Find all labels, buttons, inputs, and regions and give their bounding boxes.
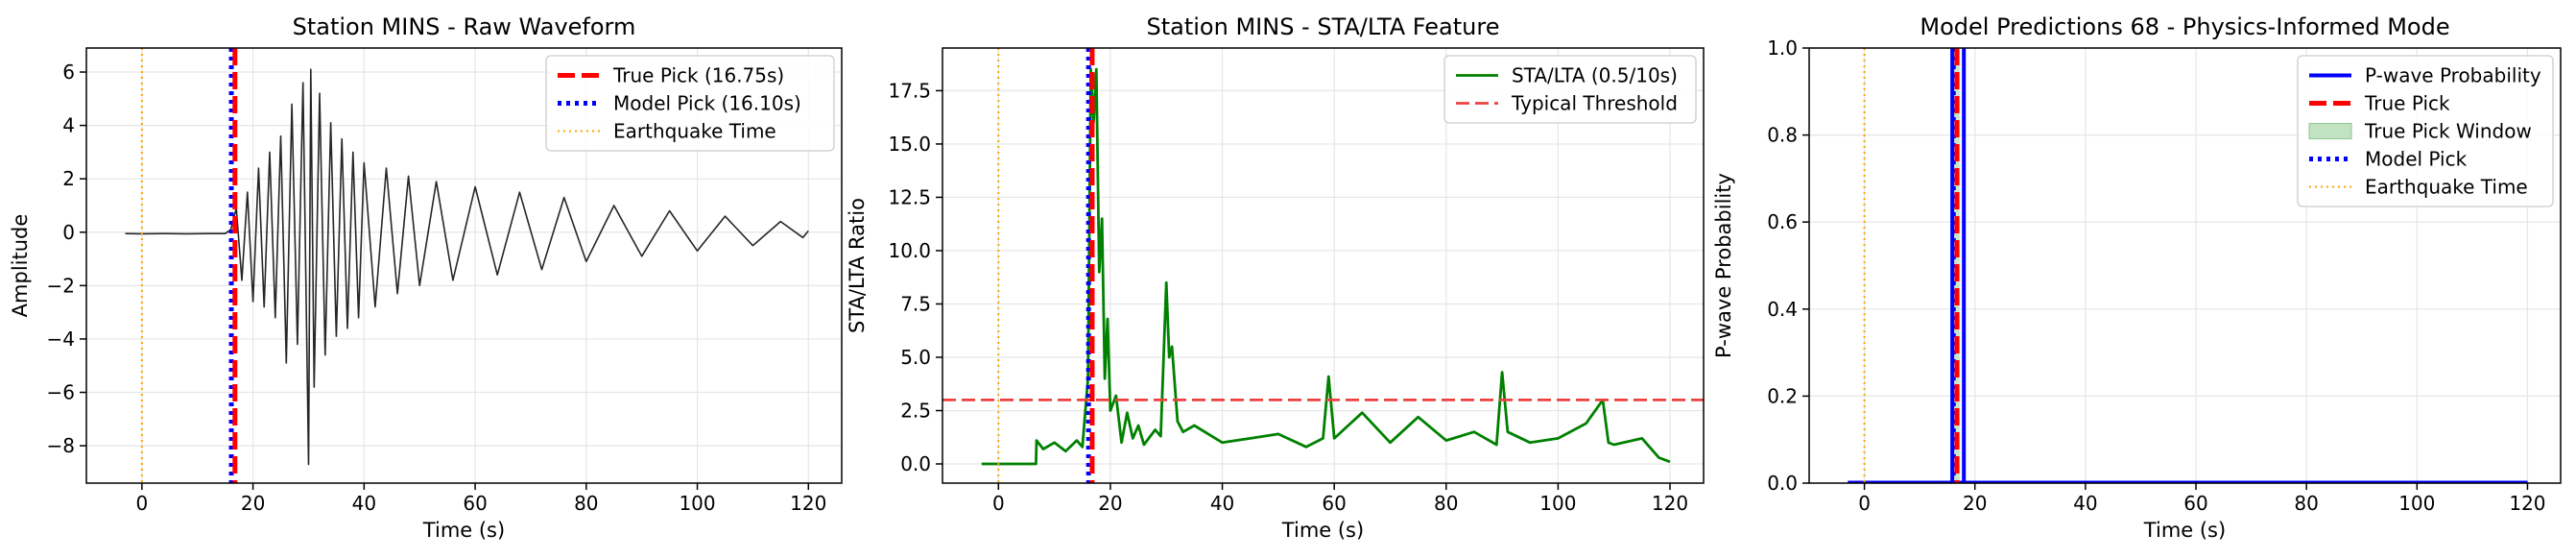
- legend: STA/LTA (0.5/10s) Typical Threshold: [1443, 55, 1697, 124]
- legend-label: Model Pick: [2365, 148, 2468, 171]
- chart-title: Model Predictions 68 - Physics-Informed …: [1920, 13, 2449, 40]
- x-axis-label: Time (s): [2143, 519, 2226, 542]
- legend-label: Typical Threshold: [1511, 92, 1678, 115]
- axes-frame: [942, 47, 1705, 484]
- x-tick-label: 100: [2398, 492, 2435, 515]
- y-tick-label: 5.0: [900, 346, 931, 369]
- y-tick-label: −8: [47, 434, 75, 457]
- x-axis-label: Time (s): [1281, 519, 1364, 542]
- legend-label: True Pick: [2364, 92, 2450, 115]
- y-tick-label: 7.5: [900, 292, 931, 315]
- y-axis-label: P-wave Probability: [1712, 173, 1735, 358]
- x-tick-label: 20: [1963, 492, 1987, 515]
- x-tick-label: 100: [679, 492, 715, 515]
- y-tick-label: 0: [62, 221, 75, 244]
- x-tick-label: 60: [463, 492, 487, 515]
- chart-title: Station MINS - Raw Waveform: [293, 13, 636, 40]
- axes-frame: [1808, 47, 2562, 484]
- x-tick-label: 60: [2183, 492, 2207, 515]
- x-tick-label: 0: [992, 492, 1005, 515]
- x-tick-label: 80: [2294, 492, 2318, 515]
- y-tick-label: 2: [62, 167, 75, 190]
- legend-label: Earthquake Time: [2365, 176, 2528, 199]
- y-tick-label: 0.8: [1767, 124, 1798, 147]
- legend-label: Earthquake Time: [613, 120, 776, 143]
- x-tick-label: 0: [1858, 492, 1871, 515]
- x-tick-label: 40: [1210, 492, 1234, 515]
- x-tick-label: 80: [1434, 492, 1458, 515]
- x-tick-label: 0: [136, 492, 149, 515]
- chart-panel-3: 0 20 40 60 80 100 120 0.0 0.2 0.4 0.6 0.8 1.0 Model P…: [1712, 13, 2562, 542]
- x-tick-label: 60: [1322, 492, 1346, 515]
- x-axis-label: Time (s): [422, 519, 505, 542]
- legend-box: [1443, 55, 1697, 124]
- legend-label: True Pick Window: [2364, 120, 2532, 143]
- x-tick-label: 20: [1098, 492, 1122, 515]
- y-tick-label: −2: [47, 274, 75, 297]
- legend: True Pick (16.75s) Model Pick (16.10s) Ear…: [545, 55, 835, 152]
- y-tick-label: −4: [47, 328, 75, 351]
- y-tick-label: 2.5: [900, 400, 931, 423]
- x-tick-label: 120: [1652, 492, 1688, 515]
- x-tick-label: 100: [1539, 492, 1576, 515]
- legend: P-wave Probability True Pick True Pick Win…: [2297, 55, 2554, 207]
- legend-label: Model Pick (16.10s): [613, 92, 801, 115]
- legend-box: [2297, 55, 2554, 207]
- y-tick-label: 0.6: [1767, 210, 1798, 233]
- y-tick-label: 15.0: [888, 133, 931, 156]
- chart-panel-1: 0 20 40 60 80 100 120 −8 −6 −4 −2 0 2 4 6 Station MINS …: [9, 13, 843, 542]
- y-tick-label: 1.0: [1767, 36, 1798, 60]
- y-tick-label: 0.0: [900, 452, 931, 475]
- chart-title: Station MINS - STA/LTA Feature: [1147, 13, 1500, 40]
- y-tick-label: 12.5: [888, 185, 931, 208]
- legend-swatch: [2308, 123, 2352, 139]
- y-axis-label: STA/LTA Ratio: [846, 198, 869, 333]
- y-axis-label: Amplitude: [9, 214, 32, 318]
- legend-label: P-wave Probability: [2365, 64, 2541, 87]
- y-tick-label: 4: [62, 114, 75, 137]
- x-tick-label: 20: [241, 492, 265, 515]
- plot-area: [125, 48, 809, 483]
- x-tick-label: 40: [352, 492, 376, 515]
- legend-label: STA/LTA (0.5/10s): [1512, 64, 1678, 87]
- x-tick-label: 120: [790, 492, 826, 515]
- x-tick-label: 40: [2073, 492, 2097, 515]
- y-tick-label: 6: [62, 61, 75, 84]
- y-tick-label: 0.2: [1767, 384, 1798, 407]
- legend-label: True Pick (16.75s): [612, 64, 784, 87]
- x-tick-label: 80: [574, 492, 598, 515]
- x-tick-label: 120: [2509, 492, 2545, 515]
- y-tick-label: −6: [47, 381, 75, 404]
- y-tick-label: 0.4: [1767, 298, 1798, 321]
- legend-box: [545, 55, 835, 152]
- axes-frame: [85, 47, 843, 484]
- y-tick-label: 0.0: [1767, 472, 1798, 495]
- series-line-sta_lta: [981, 67, 1671, 466]
- y-tick-label: 10.0: [888, 239, 931, 262]
- chart-panel-2: 0 20 40 60 80 100 120 0.0 2.5 5.0 7.5 10.0 12.5 15.0 1…: [846, 13, 1705, 542]
- series-line-waveform: [125, 68, 809, 466]
- y-tick-label: 17.5: [888, 79, 931, 102]
- plot-area: [942, 48, 1704, 483]
